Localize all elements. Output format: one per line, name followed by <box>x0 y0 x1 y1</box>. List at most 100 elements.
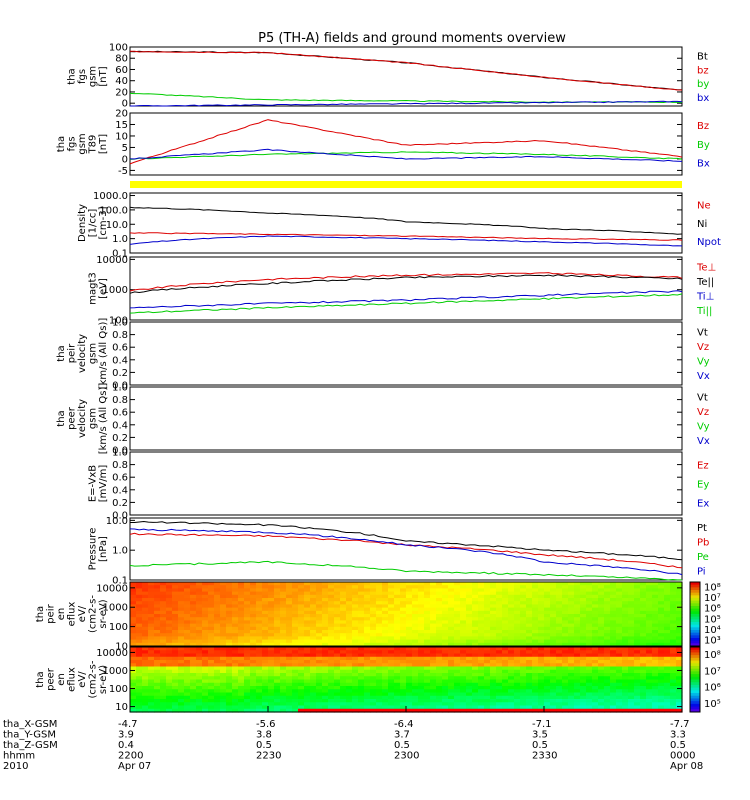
spectrogram-cell <box>442 630 449 634</box>
spectrogram-cell <box>196 676 203 681</box>
ylabel-line: eV/ <box>77 671 88 688</box>
spectrogram-cell <box>334 614 341 618</box>
spectrogram-cell <box>178 591 185 596</box>
spectrogram-cell <box>346 669 353 674</box>
spectrogram-cell <box>394 692 401 697</box>
spectrogram-cell <box>562 689 569 694</box>
spectrogram-cell <box>130 585 137 589</box>
spectrogram-cell <box>520 699 527 703</box>
spectrogram-cell <box>502 679 509 684</box>
spectrogram-cell <box>160 673 167 677</box>
spectrogram-cell <box>250 585 257 589</box>
spectrogram-cell <box>406 582 413 586</box>
spectrogram-cell <box>346 682 353 687</box>
spectrogram-cell <box>412 686 419 690</box>
spectrogram-cell <box>166 604 173 609</box>
spectrogram-cell <box>448 673 455 677</box>
colorbar-cell <box>690 690 700 694</box>
spectrogram-cell <box>220 588 227 593</box>
spectrogram-cell <box>310 636 317 641</box>
spectrogram-cell <box>196 702 203 707</box>
spectrogram-cell <box>292 604 299 609</box>
spectrogram-cell <box>442 642 449 647</box>
spectrogram-cell <box>196 617 203 621</box>
spectrogram-cell <box>298 639 305 644</box>
colorbar-label: 10⁸ <box>704 582 721 593</box>
spectrogram-cell <box>346 642 353 647</box>
spectrogram-cell <box>670 582 677 586</box>
spectrogram-cell <box>568 601 575 605</box>
spectrogram-cell <box>454 626 461 631</box>
spectrogram-cell <box>142 585 149 589</box>
spectrogram-cell <box>310 656 317 661</box>
spectrogram-cell <box>544 679 551 684</box>
spectrogram-cell <box>502 705 509 710</box>
spectrogram-cell <box>142 630 149 634</box>
spectrogram-cell <box>310 666 317 671</box>
spectrogram-cell <box>484 650 491 655</box>
spectrogram-cell <box>136 598 143 602</box>
spectrogram-cell <box>586 614 593 618</box>
spectrogram-cell <box>436 582 443 586</box>
ylabel-line: (cm2-s- <box>88 595 99 633</box>
vi-ylabel: tha peir velocity gsm [km/s (All Qs)] <box>56 318 109 390</box>
spectrogram-cell <box>574 647 581 651</box>
spectrogram-cell <box>448 582 455 586</box>
spectrogram-cell <box>304 669 311 674</box>
spectrogram-cell <box>544 669 551 674</box>
spectrogram-cell <box>250 656 257 661</box>
spectrogram-cell <box>340 620 347 625</box>
spectrogram-cell <box>544 695 551 700</box>
spectrogram-cell <box>460 653 467 658</box>
spectrogram-cell <box>556 699 563 703</box>
spectrogram-cell <box>376 610 383 615</box>
spectrogram-cell <box>430 702 437 707</box>
spectrogram-cell <box>658 642 665 647</box>
spectrogram-cell <box>634 591 641 596</box>
spectrogram-cell <box>676 692 683 697</box>
spectrogram-cell <box>274 682 281 687</box>
spectrogram-cell <box>364 594 371 599</box>
spectrogram-cell <box>406 607 413 612</box>
spectrogram-cell <box>220 692 227 697</box>
spectrogram-cell <box>406 669 413 674</box>
spectrogram-cell <box>184 610 191 615</box>
spectrogram-cell <box>646 673 653 677</box>
spectrogram-cell <box>184 604 191 609</box>
spectrogram-cell <box>244 617 251 621</box>
spectrogram-cell <box>556 660 563 664</box>
spectrogram-cell <box>220 686 227 690</box>
spectrogram-cell <box>220 582 227 586</box>
spectrogram-cell <box>298 692 305 697</box>
spectrogram-cell <box>316 617 323 621</box>
spectrogram-cell <box>394 610 401 615</box>
spectrogram-cell <box>448 705 455 710</box>
spectrogram-cell <box>562 610 569 615</box>
spectrogram-cell <box>556 663 563 668</box>
spectrogram-cell <box>388 598 395 602</box>
spectrogram-cell <box>130 702 137 707</box>
spectrogram-cell <box>640 682 647 687</box>
spectrogram-cell <box>454 653 461 658</box>
spectrogram-cell <box>358 705 365 710</box>
spectrogram-cell <box>322 617 329 621</box>
spectrogram-cell <box>538 663 545 668</box>
spectrogram-cell <box>250 669 257 674</box>
spectrogram-cell <box>196 598 203 602</box>
spectrogram-cell <box>310 620 317 625</box>
series-line-by <box>129 92 683 104</box>
spectrogram-cell <box>562 630 569 634</box>
spectrogram-cell <box>622 585 629 589</box>
spectrogram-cell <box>376 642 383 647</box>
spectrogram-cell <box>340 676 347 681</box>
spectrogram-cell <box>424 695 431 700</box>
spectrogram-cell <box>184 588 191 593</box>
spectrogram-cell <box>298 669 305 674</box>
spectrogram-cell <box>502 676 509 681</box>
spectrogram-cell <box>406 660 413 664</box>
spectrogram-cell <box>262 695 269 700</box>
spectrogram-cell <box>268 702 275 707</box>
spectrogram-cell <box>382 673 389 677</box>
spectrogram-cell <box>538 676 545 681</box>
spectrogram-cell <box>550 676 557 681</box>
